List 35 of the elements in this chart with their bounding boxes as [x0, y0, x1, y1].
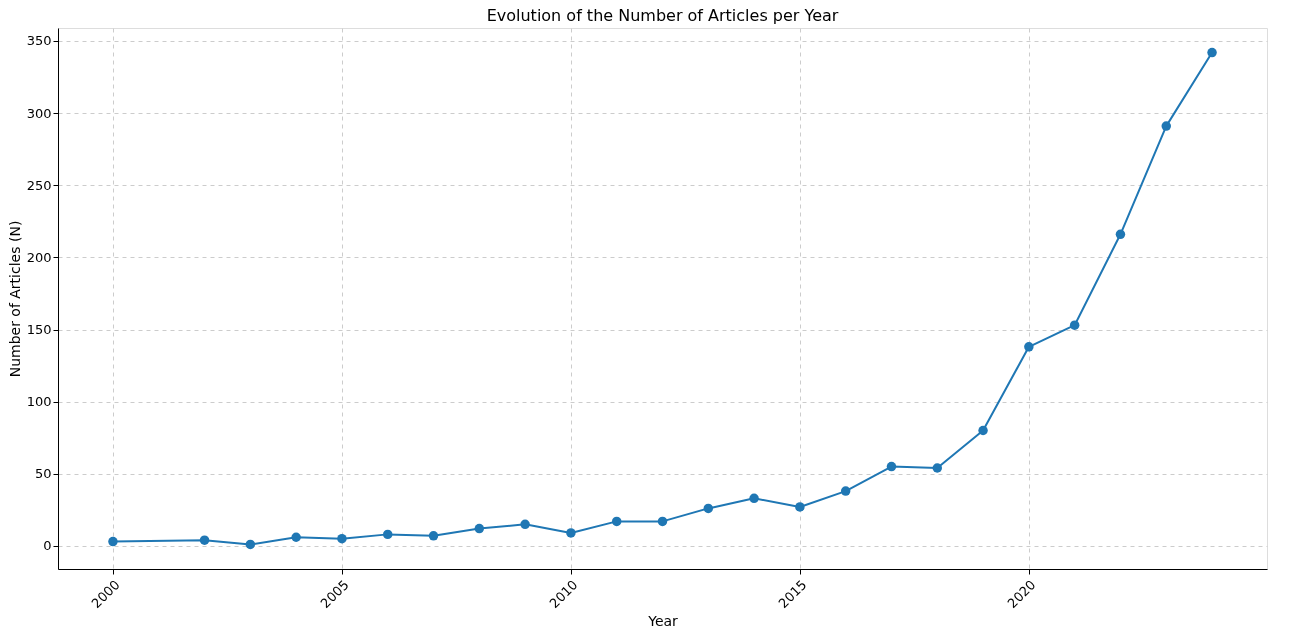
chart-title: Evolution of the Number of Articles per Year — [486, 6, 839, 25]
y-tick-label: 250 — [26, 177, 52, 193]
point — [795, 502, 805, 512]
point — [474, 523, 485, 534]
point — [108, 536, 118, 547]
y-tick-label: 350 — [26, 33, 52, 49]
y-axis-title: Number of Articles (N) — [6, 220, 23, 378]
point — [1115, 229, 1126, 240]
point — [291, 532, 301, 542]
point — [245, 539, 256, 550]
y-tick-label: 100 — [26, 394, 52, 410]
point — [428, 531, 439, 541]
point — [1024, 342, 1034, 352]
y-tick-label: 300 — [26, 105, 52, 121]
x-axis-title: Year — [647, 613, 679, 630]
point — [749, 493, 759, 504]
point — [703, 503, 714, 514]
point — [840, 486, 851, 496]
point — [566, 528, 576, 538]
point — [886, 461, 897, 472]
point — [337, 533, 347, 544]
point — [1161, 121, 1171, 131]
y-tick-label: 150 — [26, 322, 52, 338]
point — [611, 516, 622, 527]
point — [199, 535, 210, 545]
point — [932, 463, 943, 473]
y-tick-label: 0 — [43, 538, 52, 554]
y-tick-label: 50 — [34, 466, 52, 482]
point — [382, 529, 393, 540]
point — [978, 425, 988, 436]
y-tick-label: 200 — [26, 249, 52, 265]
point — [1207, 47, 1217, 58]
point — [520, 519, 530, 530]
point — [657, 516, 668, 527]
point — [1069, 320, 1080, 330]
